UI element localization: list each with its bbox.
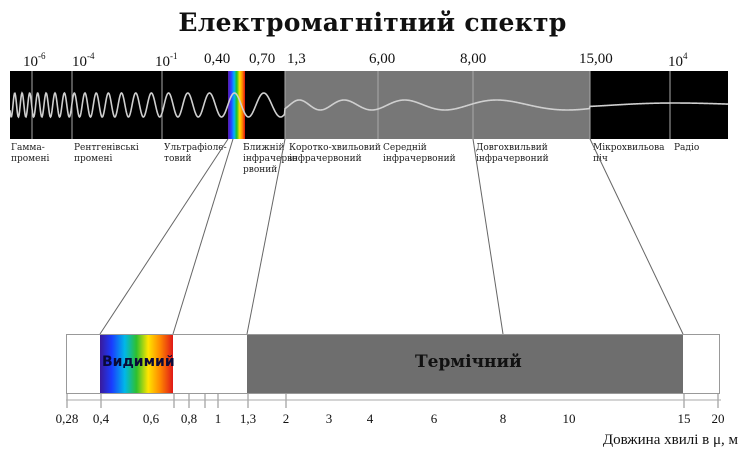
band-label-gamma: Гамма-промені xyxy=(11,143,50,164)
connector-line xyxy=(589,138,684,335)
diagram-title: Електромагнітний спектр xyxy=(178,8,567,37)
band-label-microwave: Мікрохвильова піч xyxy=(593,143,665,164)
top-tick-label: 6,00 xyxy=(369,51,396,67)
bottom-tick-label: 20 xyxy=(711,411,725,426)
band-label-mid-ir: Середній інфрачервоний xyxy=(383,143,456,164)
band-label-radio: Радіо xyxy=(674,143,700,153)
bottom-tick-label: 4 xyxy=(366,411,374,426)
connector-line xyxy=(472,138,504,335)
connector-line xyxy=(246,138,286,335)
bottom-tick-label: 15 xyxy=(677,411,691,426)
band-label-uv: Ультрафіоле-товий xyxy=(164,143,227,164)
band-label-long-ir: Довгохвильвий інфрачервоний xyxy=(476,143,549,164)
top-tick-label: 15,00 xyxy=(579,51,613,67)
bottom-tick-label: 8 xyxy=(499,411,507,426)
visible-label: Видимий xyxy=(102,354,175,370)
bottom-tick-label: 1,3 xyxy=(239,411,257,426)
bottom-tick-label: 2 xyxy=(282,411,290,426)
bottom-tick-label: 10 xyxy=(562,411,576,426)
visible-band xyxy=(228,71,245,139)
top-tick-label: 0,70 xyxy=(249,51,276,67)
band-label-xray: Рентгенівські промені xyxy=(74,143,139,164)
connector-line xyxy=(172,138,234,335)
spectrum-bar xyxy=(10,71,728,139)
ir-band-gray xyxy=(285,71,590,139)
top-tick-label: 10-4 xyxy=(72,51,95,70)
band-label-near-ir: Ближній інфрачерво рвоний xyxy=(243,143,298,175)
bottom-tick-label: 0,6 xyxy=(142,411,160,426)
bottom-tick-label: 1 xyxy=(214,411,222,426)
bottom-tick-label: 0,28 xyxy=(55,411,79,426)
bottom-tick-label: 6 xyxy=(430,411,438,426)
top-tick-label: 0,40 xyxy=(204,51,231,67)
band-label-short-ir: Коротко-хвильовий інфрачервоний xyxy=(289,143,381,164)
thermal-scale-bar xyxy=(66,334,721,394)
top-tick-label: 10-6 xyxy=(23,51,46,70)
top-tick-label: 1,3 xyxy=(287,51,306,67)
top-tick-label: 104 xyxy=(668,51,688,70)
bottom-tick-label: 0,4 xyxy=(92,411,110,426)
wave-curve xyxy=(10,91,728,119)
bottom-tick-label: 0,8 xyxy=(180,411,198,426)
bottom-tick-label: 3 xyxy=(325,411,333,426)
visible-region xyxy=(100,335,173,393)
thermal-label: Термічний xyxy=(415,352,522,372)
thermal-region xyxy=(247,335,683,393)
axis-label: Довжина хвилі в μ, м xyxy=(602,432,738,448)
connector-line xyxy=(99,138,229,335)
top-tick-label: 10-1 xyxy=(155,51,178,70)
top-tick-label: 8,00 xyxy=(460,51,487,67)
